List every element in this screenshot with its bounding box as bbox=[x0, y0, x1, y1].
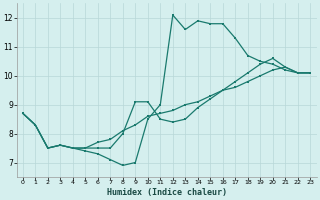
X-axis label: Humidex (Indice chaleur): Humidex (Indice chaleur) bbox=[107, 188, 227, 197]
